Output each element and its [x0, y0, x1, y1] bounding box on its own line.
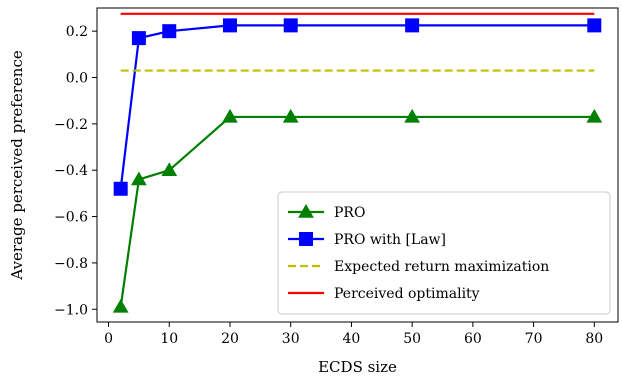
x-tick-label: 20 [221, 331, 239, 347]
x-tick-label: 80 [585, 331, 603, 347]
y-tick-label: 0.2 [66, 24, 88, 40]
data-point [222, 108, 238, 123]
y-tick-label: −0.6 [54, 210, 88, 226]
legend-marker [299, 232, 313, 246]
series-line [119, 24, 595, 189]
data-point [404, 108, 421, 123]
legend-label: PRO with [Law] [334, 232, 446, 248]
x-tick-label: 40 [343, 331, 361, 347]
legend-box [277, 191, 611, 315]
data-point [283, 18, 298, 33]
data-point [161, 162, 178, 176]
data-point [586, 108, 603, 123]
y-axis: −1.0 −0.8 −0.6 −0.4 −0.2 0.0 0.2 [54, 24, 97, 318]
x-tick-label: 0 [104, 331, 113, 347]
x-tick-label: 70 [525, 331, 543, 347]
data-point [131, 171, 147, 186]
data-point [112, 298, 129, 313]
legend: PRO PRO with [Law] Expected return maximiz… [277, 191, 611, 315]
y-tick-label: 0.0 [66, 71, 88, 87]
data-point [113, 181, 128, 196]
y-tick-label: −0.8 [54, 256, 88, 272]
y-axis-label: Average perceived preference [8, 50, 26, 281]
legend-label: Perceived optimality [334, 286, 480, 302]
legend-label: Expected return maximization [334, 259, 549, 275]
series-layer [112, 12, 603, 313]
data-point [222, 18, 237, 33]
series-1 [113, 18, 602, 196]
data-point [405, 18, 420, 33]
x-tick-label: 30 [282, 331, 300, 347]
series-0 [112, 108, 603, 313]
plot-frame [96, 7, 619, 323]
x-axis: 0 10 20 30 40 50 60 70 80 [104, 322, 603, 347]
x-tick-label: 60 [464, 331, 482, 347]
x-axis-label: ECDS size [318, 358, 397, 376]
data-point [131, 31, 146, 46]
data-point [587, 18, 602, 33]
data-point [282, 108, 299, 123]
legend-marker [298, 203, 314, 218]
x-tick-label: 50 [403, 331, 421, 347]
y-tick-label: −1.0 [54, 302, 88, 318]
legend-label: PRO [334, 205, 365, 221]
y-tick-label: −0.4 [54, 163, 88, 179]
data-point [162, 24, 177, 39]
y-tick-label: −0.2 [54, 117, 88, 133]
x-tick-label: 10 [160, 331, 178, 347]
